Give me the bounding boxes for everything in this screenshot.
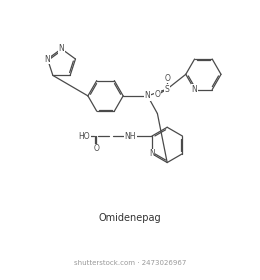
Text: O: O (164, 74, 170, 83)
Text: N: N (149, 149, 155, 158)
Text: O: O (93, 144, 99, 153)
Text: N: N (192, 85, 197, 94)
Text: N: N (58, 44, 64, 53)
Text: O: O (154, 90, 160, 99)
Text: S: S (165, 85, 170, 94)
Text: shutterstock.com · 2473026967: shutterstock.com · 2473026967 (74, 260, 186, 265)
Text: NH: NH (125, 132, 136, 141)
Text: Omidenepag: Omidenepag (99, 213, 161, 223)
Text: N: N (45, 55, 50, 64)
Text: N: N (145, 91, 151, 101)
Text: HO: HO (79, 132, 90, 141)
